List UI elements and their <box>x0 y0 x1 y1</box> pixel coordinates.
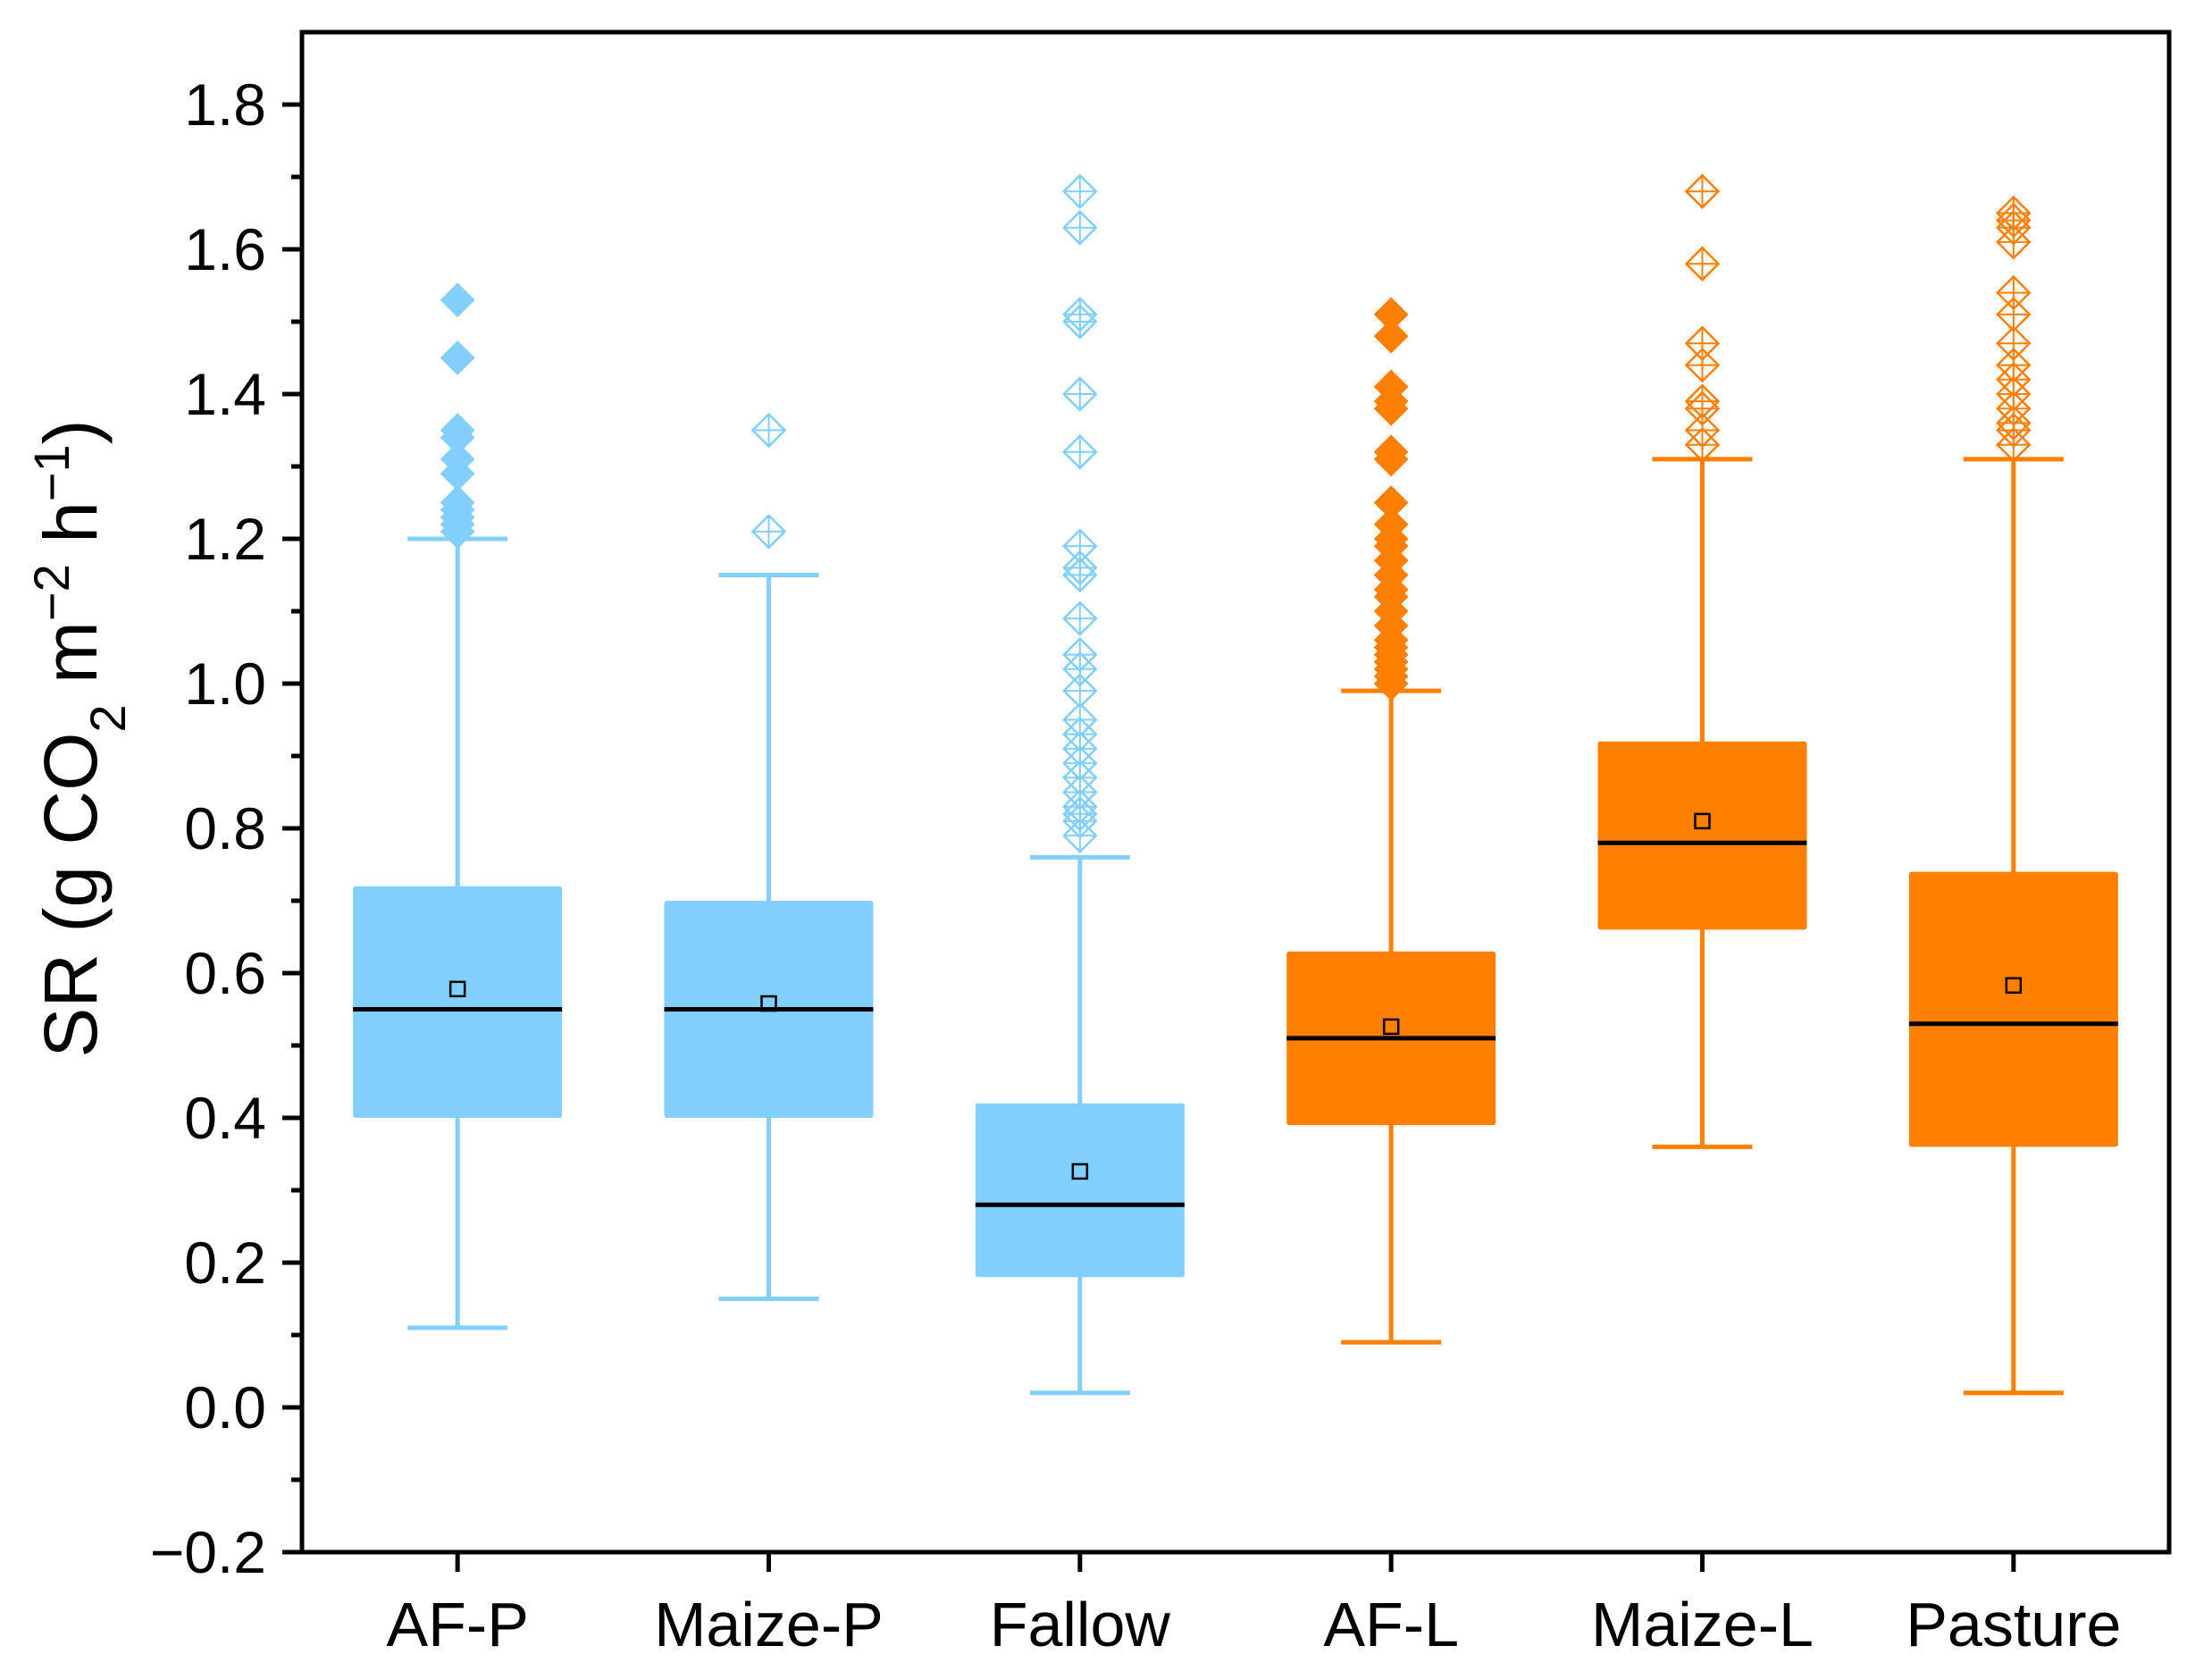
outlier-point <box>1373 297 1409 332</box>
y-axis-title: SR (g CO2 m−2 h−1) <box>23 419 136 1057</box>
outlier-point <box>1062 600 1098 636</box>
outlier-point <box>750 412 787 449</box>
y-axis-title-part: −1 <box>23 444 80 501</box>
box-maize-l <box>1597 173 1807 1149</box>
box-pasture <box>1908 195 2118 1396</box>
y-tick-label: 0.2 <box>184 1230 266 1296</box>
mean-marker <box>1071 1163 1089 1180</box>
outlier-point <box>1062 636 1098 673</box>
outlier-point <box>440 413 475 448</box>
y-axis-title-part: h <box>29 501 113 564</box>
y-tick-label: 1.8 <box>184 71 266 138</box>
outlier-point <box>1373 369 1409 405</box>
outlier-point <box>1684 325 1721 362</box>
outlier-point <box>1062 528 1098 564</box>
y-axis-title-part: −2 <box>23 564 80 621</box>
iqr-box <box>353 886 563 1118</box>
iqr-box <box>1597 741 1807 930</box>
y-axis-title-part: m <box>29 621 113 704</box>
outlier-point <box>1062 376 1098 412</box>
y-tick-label: 0.0 <box>184 1374 266 1440</box>
outlier-point <box>1996 195 2032 231</box>
mean-marker <box>760 995 777 1012</box>
outlier-point <box>1684 246 1721 281</box>
mean-marker <box>448 980 466 998</box>
mean-marker <box>2005 977 2023 995</box>
x-category-label: Maize-L <box>1591 1590 1814 1659</box>
outlier-point <box>1062 173 1098 209</box>
outlier-point <box>1684 383 1721 419</box>
y-tick-label: 0.8 <box>184 795 266 861</box>
box-maize-p <box>664 412 874 1301</box>
outlier-point <box>1373 507 1409 542</box>
mean-marker <box>1694 812 1711 830</box>
x-category-label: Fallow <box>990 1590 1171 1659</box>
y-tick-label: 1.6 <box>184 216 266 282</box>
outlier-point <box>750 514 787 550</box>
outlier-point <box>1996 274 2032 311</box>
y-tick-label: −0.2 <box>150 1519 266 1585</box>
mean-marker <box>1382 1018 1400 1036</box>
outlier-point <box>1996 325 2032 362</box>
outlier-point <box>1062 209 1098 246</box>
outlier-point <box>440 282 475 318</box>
box-af-p <box>353 282 563 1331</box>
y-axis-title-part: ) <box>29 419 113 444</box>
outlier-point <box>440 340 475 375</box>
x-category-label: Pasture <box>1906 1590 2121 1659</box>
outlier-point <box>1373 485 1409 520</box>
outlier-point <box>1062 297 1098 332</box>
outlier-point <box>440 485 475 520</box>
y-axis-ticks: −0.2 0.0 0.2 0.4 0.6 0.8 1.0 1.2 1.4 1.6 1.8 <box>150 71 302 1585</box>
y-axis-title-group: SR (g CO2 m−2 h−1) <box>23 419 136 1057</box>
box-fallow <box>975 173 1185 1396</box>
iqr-box <box>1908 871 2118 1147</box>
y-tick-label: 0.4 <box>184 1085 266 1151</box>
outlier-point <box>1062 701 1098 738</box>
x-category-label: AF-P <box>386 1590 528 1659</box>
y-tick-label: 0.6 <box>184 940 266 1006</box>
plot-area <box>353 173 2118 1396</box>
outlier-point <box>1062 434 1098 470</box>
y-tick-label: 1.2 <box>184 506 266 572</box>
x-category-label: Maize-P <box>654 1590 884 1659</box>
iqr-box <box>975 1103 1185 1278</box>
x-category-label: AF-L <box>1323 1590 1459 1659</box>
outlier-point <box>440 441 475 477</box>
y-axis-title-part: 2 <box>80 704 136 732</box>
x-axis-ticks: AF-P Maize-P Fallow AF-L Maize-L Pasture <box>386 1552 2121 1659</box>
outlier-point <box>1373 318 1409 354</box>
plot-frame <box>299 29 2172 1555</box>
outlier-point <box>1684 173 1721 209</box>
y-axis-title-part: SR (g CO <box>29 733 113 1058</box>
y-tick-label: 1.4 <box>184 361 266 427</box>
y-tick-label: 1.0 <box>184 651 266 717</box>
box-af-l <box>1286 297 1496 1345</box>
outlier-point <box>1373 434 1409 470</box>
